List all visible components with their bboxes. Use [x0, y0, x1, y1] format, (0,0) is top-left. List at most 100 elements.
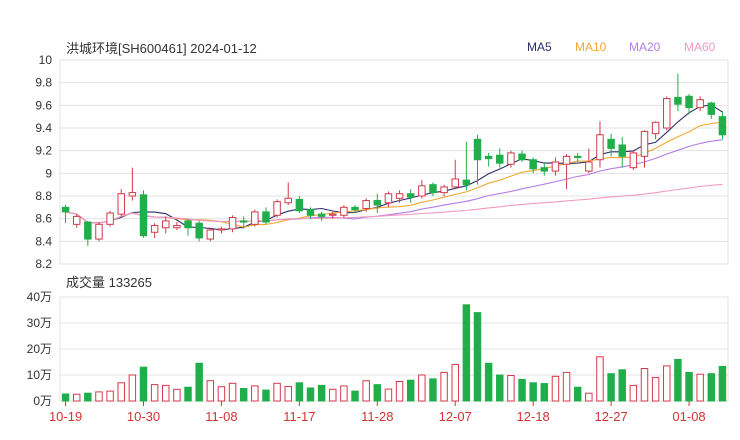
price-tick-label: 9.8: [35, 76, 52, 90]
x-tick-label: 12-27: [594, 409, 627, 424]
volume-bar: [306, 387, 315, 402]
ma60-line: [65, 183, 723, 224]
candle-body: [696, 99, 704, 109]
volume-bar: [585, 392, 593, 402]
volume-bar: [685, 371, 693, 402]
candle-body: [262, 211, 270, 223]
candle-body: [162, 220, 170, 229]
candle-body: [284, 197, 292, 204]
volume-bar: [440, 371, 448, 402]
candle-body: [607, 138, 615, 149]
candle-body: [529, 159, 537, 170]
x-tick-label: 11-17: [283, 409, 315, 424]
ma5-line: [65, 104, 723, 231]
volume-bar: [273, 382, 281, 402]
candle-body: [150, 224, 159, 233]
candle-body: [674, 96, 682, 105]
candle-body: [685, 95, 693, 109]
volume-bar: [607, 373, 615, 402]
price-tick-label: 9: [45, 166, 52, 180]
candle-body: [496, 154, 504, 164]
candle-body: [351, 206, 359, 211]
volume-bar: [395, 381, 404, 402]
candle-body: [573, 155, 582, 158]
volume-bar: [162, 384, 170, 402]
x-tick-label: 11-08: [205, 409, 237, 424]
price-tick-label: 9.6: [35, 98, 52, 112]
x-tick-label: 12-07: [439, 409, 472, 424]
candle-body: [373, 200, 382, 206]
legend-ma5: MA5: [527, 40, 552, 54]
x-tick-label: 10-19: [49, 409, 82, 424]
volume-bar: [507, 375, 515, 402]
volume-bar: [239, 388, 248, 402]
candle-body: [585, 161, 593, 172]
candle-body: [429, 184, 437, 194]
candle-body: [128, 192, 137, 197]
volume-bar: [429, 378, 437, 402]
volume-bar: [61, 393, 70, 402]
x-tick-label: 10-30: [127, 409, 160, 424]
legend-ma60: MA60: [684, 40, 716, 54]
price-tick-label: 10: [39, 53, 53, 67]
candle-body: [540, 167, 549, 172]
candle-body: [84, 221, 92, 240]
volume-bar: [651, 377, 660, 402]
volume-bar: [217, 386, 226, 402]
volume-bar: [518, 378, 526, 402]
volume-bar: [384, 388, 393, 402]
volume-bar: [462, 304, 471, 402]
candle-body: [507, 152, 515, 165]
price-tick-label: 8.2: [35, 257, 52, 271]
volume-tick-label: 40万: [27, 290, 52, 304]
volume-bar: [117, 382, 125, 402]
volume-bar: [406, 379, 415, 402]
candle-body: [184, 220, 192, 229]
volume-bar: [251, 385, 259, 402]
volume-bar: [206, 380, 215, 402]
volume-bar: [106, 390, 114, 402]
candle-body: [596, 134, 604, 161]
candle-body: [651, 121, 660, 135]
candle-body: [273, 201, 281, 216]
volume-bar: [317, 384, 326, 402]
candle-body: [707, 102, 716, 115]
volume-bar: [573, 386, 582, 402]
volume-bar: [663, 365, 671, 402]
volume-bar: [84, 392, 92, 402]
candle-body: [562, 155, 571, 165]
volume-bar: [484, 362, 493, 402]
candle-body: [618, 144, 626, 157]
candle-body: [139, 194, 148, 237]
volume-bar: [284, 385, 292, 402]
x-tick-label: 12-18: [517, 409, 550, 424]
candle-body: [406, 193, 415, 198]
candle-body: [340, 206, 348, 216]
candle-body: [518, 153, 526, 161]
volume-bar: [674, 358, 682, 402]
volume-bar: [451, 364, 459, 402]
volume-bar: [340, 385, 348, 402]
candle-body: [640, 130, 649, 157]
candle-body: [395, 193, 404, 199]
candle-body: [173, 224, 181, 229]
volume-bar: [640, 368, 649, 402]
candle-body: [217, 228, 226, 231]
price-tick-label: 9.2: [35, 144, 52, 158]
volume-bar: [373, 384, 382, 402]
volume-bar: [150, 384, 159, 402]
volume-bar: [362, 380, 370, 402]
volume-tick-label: 30万: [27, 316, 52, 330]
candle-body: [61, 206, 70, 213]
x-tick-label: 11-28: [361, 409, 393, 424]
volume-bar: [72, 393, 81, 402]
candle-body: [106, 212, 114, 225]
volume-bar: [551, 375, 560, 402]
volume-bar: [540, 383, 549, 402]
candle-body: [206, 229, 215, 240]
volume-title: 成交量 133265: [66, 275, 152, 290]
volume-bar: [473, 312, 482, 402]
volume-bar: [562, 371, 571, 402]
volume-bar: [329, 388, 337, 402]
